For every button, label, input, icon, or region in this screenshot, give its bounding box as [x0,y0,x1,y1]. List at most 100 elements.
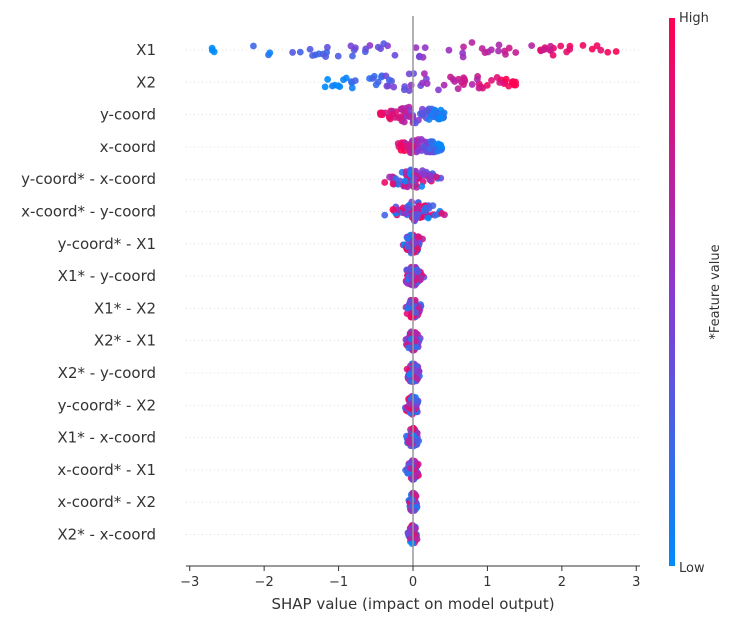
x-tick-label: −1 [329,575,348,590]
shap-point [579,42,587,49]
shap-point [372,81,380,89]
shap-point [323,43,331,51]
shap-point [405,344,413,352]
shap-point [549,51,557,59]
feature-label: X2* - y-coord [58,364,156,382]
shap-point [412,44,420,52]
feature-label: X2 [136,73,156,91]
shap-point [593,42,601,50]
shap-point [413,268,421,276]
shap-point [208,46,216,54]
shap-point [473,75,481,83]
shap-point [342,74,350,82]
shap-point [352,44,359,52]
shap-point [412,343,420,351]
shap-point [407,107,414,114]
shap-point [348,84,356,92]
shap-point [383,82,391,90]
shap-point [431,211,439,219]
shap-point [404,235,411,242]
shap-point [426,176,434,184]
shap-point [414,140,422,147]
shap-point [334,52,342,60]
shap-point [413,214,421,221]
shap-point [381,179,389,186]
shap-point [322,53,330,60]
shap-point [309,52,316,59]
shap-point [459,53,467,61]
shap-point [296,48,304,56]
shap-point [438,209,446,217]
shap-point [392,175,400,182]
shap-point [546,46,554,54]
feature-label: X1* - y-coord [58,267,156,285]
shap-point [385,76,393,84]
shap-point [408,540,416,547]
shap-point [349,52,356,60]
shap-point [321,83,329,91]
shap-point [434,147,442,155]
shap-point [401,108,409,116]
shap-point [435,86,442,94]
shap-point [425,116,433,123]
shap-point [408,279,416,287]
shap-point [419,79,426,87]
colorbar-low-label: Low [679,561,705,576]
shap-point [433,173,440,181]
shap-point [445,46,453,54]
colorbar-high-label: High [679,11,709,26]
shap-point [377,111,384,118]
shap-point [266,49,274,57]
shap-point [324,76,332,83]
shap-point [405,437,412,445]
shap-point [429,202,437,210]
shap-point [597,46,605,54]
shap-point [408,149,415,157]
feature-label: x-coord [100,138,156,156]
shap-point [420,70,428,78]
shap-point [451,78,459,85]
shap-point [468,39,476,46]
shap-point [426,145,433,153]
shap-point [397,146,405,154]
shap-point [496,79,504,86]
shap-point [381,211,389,219]
shap-point [415,233,423,241]
feature-label: y-coord* - X1 [58,235,156,253]
shap-point [468,81,476,88]
shap-point [501,47,509,55]
shap-point [612,48,620,55]
shap-point [404,204,412,212]
shap-point [440,81,448,89]
shap-point [413,535,421,543]
shap-point [539,46,547,54]
shap-point [351,77,359,84]
shap-point [487,46,495,54]
shap-point [414,245,421,253]
x-axis-title: SHAP value (impact on model output) [271,595,554,613]
shap-point [488,76,495,84]
shap-point [415,53,423,61]
colorbar-title: *Feature value [708,244,723,339]
shap-point [306,45,314,53]
shap-point [408,273,415,281]
shap-point [250,42,257,50]
shap-point [406,330,414,338]
shap-point [434,140,442,148]
shap-point [475,84,483,92]
feature-rows: X1 X2 y-coord x-coord y-coord* - x-coord x-co… [21,41,640,544]
shap-point [397,113,405,121]
shap-point [413,375,421,383]
shap-point [422,207,429,214]
shap-point [404,243,412,250]
feature-label: X1 [136,41,156,59]
shap-point [414,147,422,155]
feature-label: x-coord* - X1 [57,461,156,479]
shap-point [406,400,414,408]
shap-point [390,83,398,91]
shap-point [563,48,570,56]
colorbar: High Low *Feature value [669,11,723,576]
shap-point [404,529,412,537]
shap-point [289,49,296,56]
